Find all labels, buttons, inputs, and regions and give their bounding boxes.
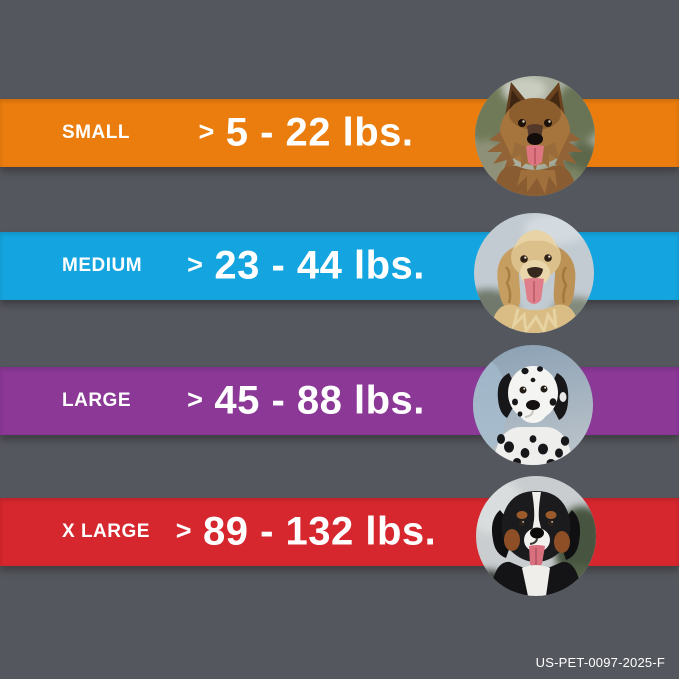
weight-range-text: 45 - 88 lbs. [214,378,425,423]
dalmatian-dog-photo [473,345,593,465]
size-label-xlarge: X LARGE [62,521,150,542]
chevron-icon: > [198,116,215,147]
footer-reference-code: US-PET-0097-2025-F [535,655,665,670]
weight-range-large: >45 - 88 lbs. [0,379,612,424]
weight-range-text: 23 - 44 lbs. [214,243,425,288]
weight-range-xlarge: >89 - 132 lbs. [0,510,612,555]
size-label-large: LARGE [62,390,131,411]
weight-range-medium: >23 - 44 lbs. [0,244,612,289]
weight-range-text: 89 - 132 lbs. [202,509,437,554]
bernese-mountain-dog-photo [476,476,596,596]
chevron-icon: > [175,515,192,546]
chevron-icon: > [187,249,204,280]
cocker-spaniel-dog-photo [474,213,594,333]
size-label-medium: MEDIUM [62,255,143,276]
chevron-icon: > [187,384,204,415]
size-label-small: SMALL [62,122,130,143]
terrier-dog-photo [475,76,595,196]
weight-range-small: >5 - 22 lbs. [0,111,612,156]
weight-range-text: 5 - 22 lbs. [225,110,414,155]
